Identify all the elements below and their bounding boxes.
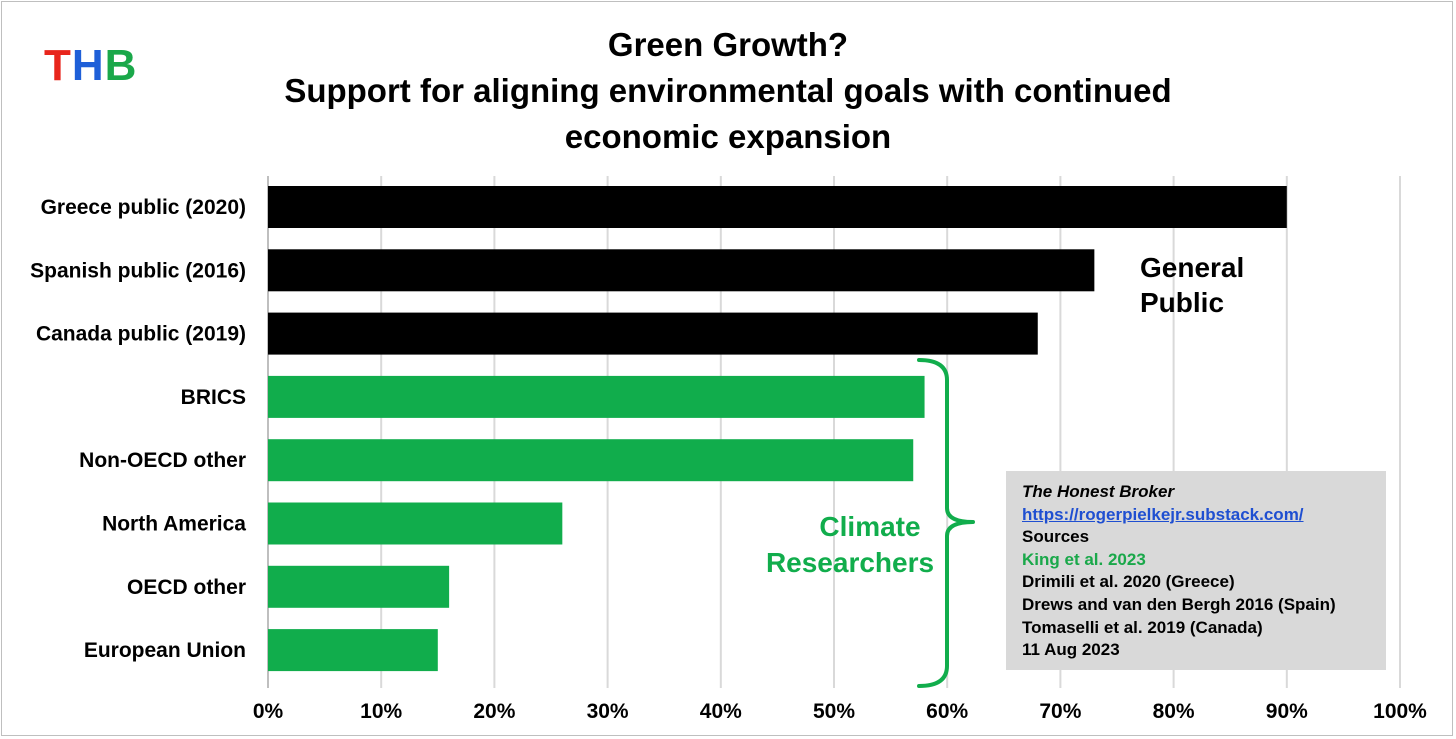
bars bbox=[268, 186, 1287, 672]
category-label: Canada public (2019) bbox=[36, 323, 246, 346]
category-label: European Union bbox=[84, 639, 246, 662]
bar-greece-public-2020 bbox=[268, 186, 1287, 228]
bar-canada-public-2019 bbox=[268, 312, 1038, 355]
source-drimili: Drimili et al. 2020 (Greece) bbox=[1022, 572, 1235, 592]
x-tick-label: 30% bbox=[587, 700, 629, 723]
logo-letter-b: B bbox=[104, 41, 138, 90]
x-tick-label: 80% bbox=[1153, 700, 1195, 723]
x-tick-label: 40% bbox=[700, 700, 742, 723]
source-drews: Drews and van den Bergh 2016 (Spain) bbox=[1022, 594, 1336, 614]
x-tick-label: 60% bbox=[926, 700, 968, 723]
logo-letter-t: T bbox=[44, 41, 72, 90]
logo-letter-h: H bbox=[71, 41, 105, 90]
bar-european-union bbox=[268, 629, 438, 672]
x-tick-label: 90% bbox=[1266, 700, 1308, 723]
x-tick-label: 70% bbox=[1039, 700, 1081, 723]
general-public-label-line2: Public bbox=[1140, 287, 1224, 318]
x-tick-label: 0% bbox=[253, 700, 284, 723]
x-tick-label: 50% bbox=[813, 700, 855, 723]
bar-brics bbox=[268, 375, 925, 418]
bar-oecd-other bbox=[268, 565, 450, 608]
category-label: Non-OECD other bbox=[79, 449, 246, 472]
bar-non-oecd-other bbox=[268, 439, 914, 482]
category-label: Spanish public (2016) bbox=[30, 259, 246, 282]
chart-title-line1: Green Growth? bbox=[607, 26, 849, 63]
climate-researchers-label-line1: Climate bbox=[819, 511, 920, 542]
category-label: North America bbox=[102, 513, 246, 536]
bar-spanish-public-2016 bbox=[268, 249, 1095, 292]
sources-publication: The Honest Broker bbox=[1022, 482, 1175, 501]
general-public-label-line1: General bbox=[1140, 252, 1244, 283]
category-label: Greece public (2020) bbox=[41, 196, 246, 219]
category-label: OECD other bbox=[127, 576, 246, 599]
source-tomaselli: Tomaselli et al. 2019 (Canada) bbox=[1022, 617, 1263, 637]
category-labels: Greece public (2020) Spanish public (2016… bbox=[30, 196, 246, 662]
tick-labels: 0% 10% 20% 30% 40% 50% 60% 70% 80% 90% 100% bbox=[253, 700, 1427, 723]
x-tick-label: 20% bbox=[473, 700, 515, 723]
chart-title-line2: Support for aligning environmental goals… bbox=[284, 72, 1172, 156]
x-tick-label: 100% bbox=[1373, 700, 1427, 723]
category-label: BRICS bbox=[181, 386, 246, 409]
source-king: King et al. 2023 bbox=[1022, 549, 1146, 569]
researchers-brace bbox=[917, 358, 975, 688]
thb-logo: THB bbox=[44, 44, 137, 88]
sources-header: Sources bbox=[1022, 527, 1090, 547]
sources-link[interactable]: https://rogerpielkejr.substack.com/ bbox=[1022, 504, 1304, 524]
climate-researchers-label-line2: Researchers bbox=[766, 547, 934, 578]
sources-box: The Honest Broker https://rogerpielkejr.… bbox=[1006, 471, 1386, 670]
bar-north-america bbox=[268, 502, 563, 545]
x-tick-label: 10% bbox=[360, 700, 402, 723]
chart-title: Green Growth? Support for aligning envir… bbox=[150, 22, 1306, 161]
sources-date: 11 Aug 2023 bbox=[1022, 640, 1120, 660]
